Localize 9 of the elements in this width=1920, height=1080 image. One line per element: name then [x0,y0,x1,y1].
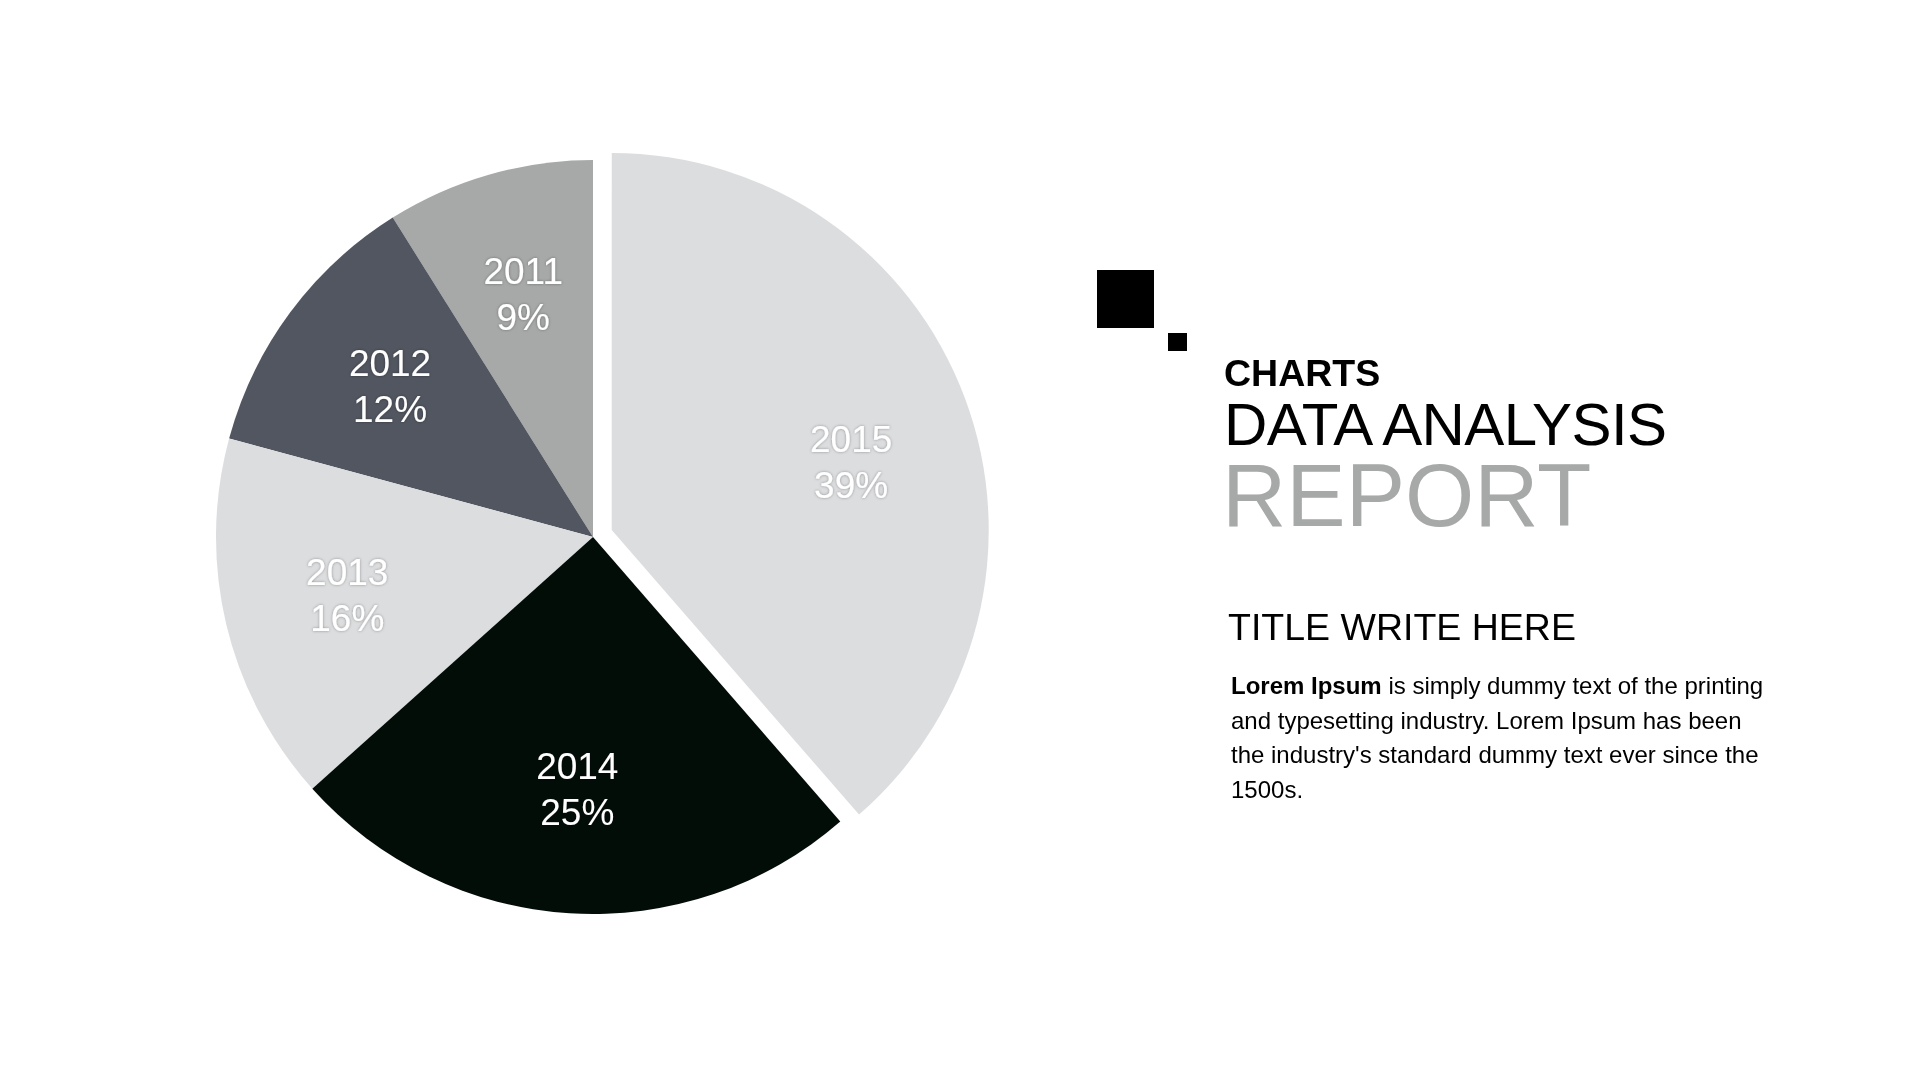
text: Lorem Ipsum [1231,672,1382,699]
slice-label: 2012 [348,343,432,385]
text: CHARTS [1224,352,1381,394]
data-label: 9% [496,296,550,338]
data-label: 25% [540,791,615,833]
slice-label: 2014 [536,745,619,787]
slice-label: 2011 [483,250,563,292]
data-label: 12% [353,389,428,431]
text: TITLE WRITE HERE [1228,606,1576,648]
